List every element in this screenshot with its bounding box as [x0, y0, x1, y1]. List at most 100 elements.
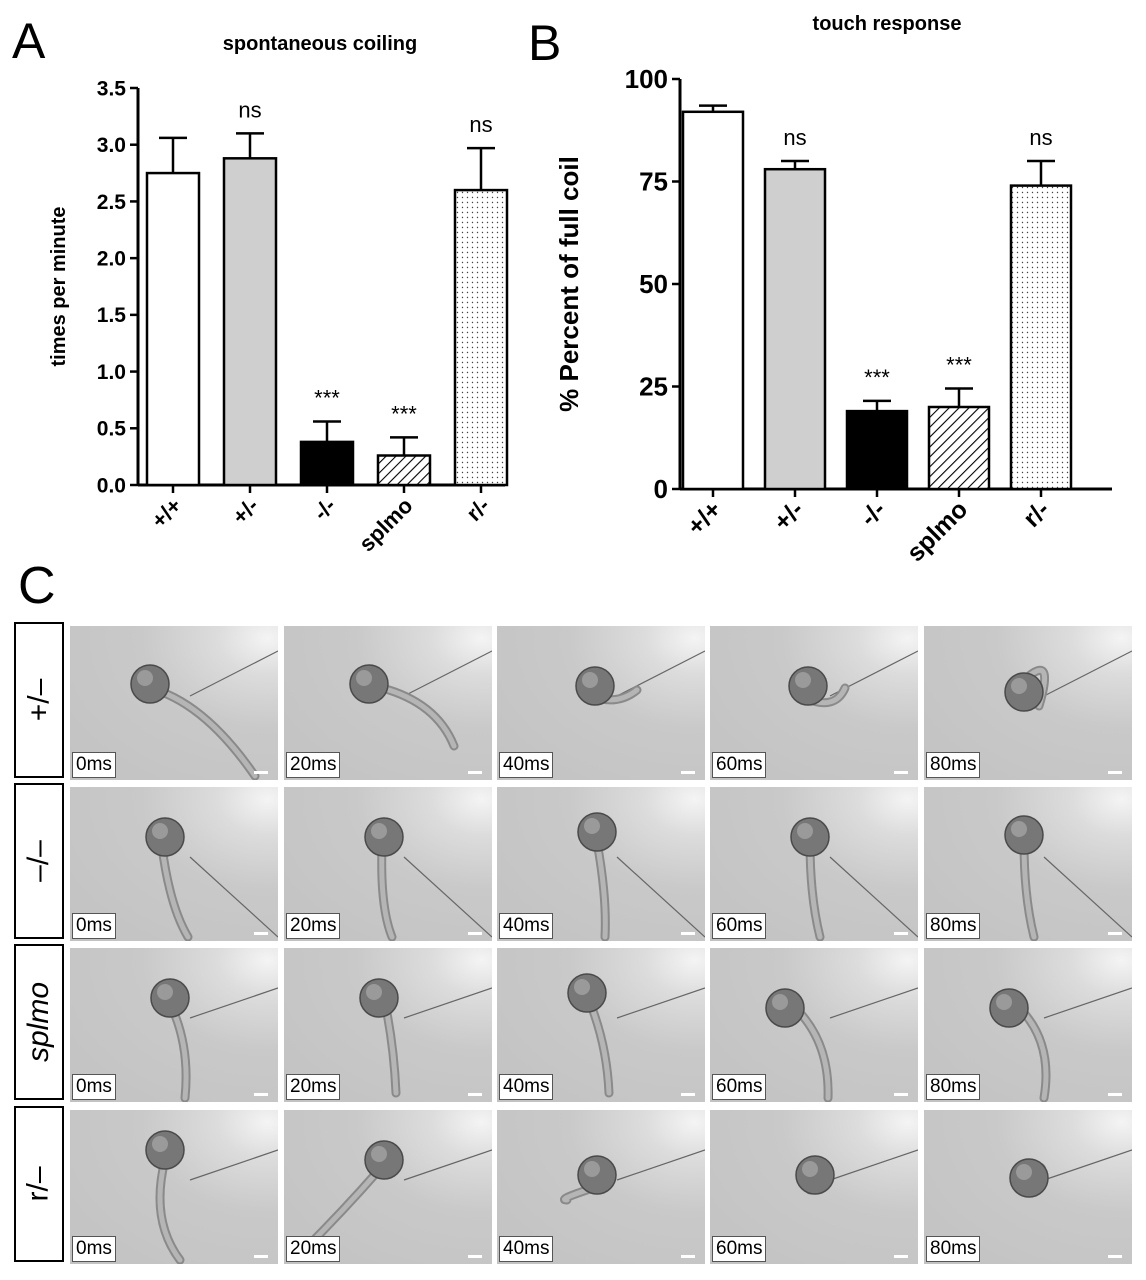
scale-bar — [1108, 932, 1122, 935]
embryo-frame: 0ms — [70, 1110, 278, 1264]
row-label: r/– — [21, 1166, 55, 1202]
bar — [145, 171, 201, 487]
embryo-frame: 20ms — [284, 948, 492, 1102]
time-label: 20ms — [286, 1236, 341, 1262]
scale-bar — [254, 771, 268, 774]
scale-bar — [894, 932, 908, 935]
y-tick-label: 2.0 — [97, 247, 126, 270]
time-label: 0ms — [72, 752, 116, 778]
embryo-frame: 20ms — [284, 1110, 492, 1264]
panel-letter: B — [528, 15, 561, 71]
time-label: 40ms — [499, 752, 554, 778]
time-label: 80ms — [926, 1236, 981, 1262]
embryo-frame: 0ms — [70, 626, 278, 780]
row-label-box: –/– — [14, 783, 64, 939]
embryo-image — [145, 1130, 278, 1264]
y-tick-label: 50 — [639, 269, 668, 299]
y-tick-label: 3.5 — [97, 77, 127, 100]
scale-bar — [254, 1255, 268, 1258]
significance-label: ns — [238, 97, 261, 122]
embryo-image — [1009, 1149, 1132, 1198]
time-label: 40ms — [499, 1074, 554, 1100]
scale-bar — [681, 1093, 695, 1096]
embryo-image — [788, 650, 918, 708]
bar — [927, 405, 991, 491]
scale-bar — [894, 1093, 908, 1096]
embryo-frame: 60ms — [710, 626, 918, 780]
y-axis-label: times per minute — [48, 206, 70, 366]
bar — [299, 440, 355, 487]
time-label: 60ms — [712, 913, 767, 939]
y-tick-label: 1.0 — [97, 361, 126, 384]
scale-bar — [254, 1093, 268, 1096]
row-label-box: splmo — [14, 944, 64, 1100]
embryo-image — [575, 650, 705, 706]
embryo-image — [790, 817, 918, 941]
scale-bar — [1108, 1255, 1122, 1258]
scale-bar — [1108, 1093, 1122, 1096]
significance-label: ns — [469, 112, 492, 137]
time-label: 0ms — [72, 1236, 116, 1262]
scale-bar — [681, 932, 695, 935]
time-label: 20ms — [286, 752, 341, 778]
y-tick-label: 0 — [654, 474, 668, 504]
category-label: -/- — [308, 493, 340, 525]
bar — [681, 110, 745, 491]
y-tick-label: 0.0 — [97, 474, 126, 497]
embryo-image — [795, 1149, 918, 1195]
category-label: +/+ — [682, 495, 727, 540]
time-label: 60ms — [712, 1074, 767, 1100]
significance-label: *** — [314, 385, 340, 410]
category-label: +/+ — [146, 493, 186, 533]
embryo-frame: 0ms — [70, 948, 278, 1102]
y-tick-label: 1.5 — [97, 304, 127, 327]
time-label: 80ms — [926, 752, 981, 778]
bar — [376, 454, 432, 487]
embryo-image — [765, 987, 918, 1102]
bar — [222, 157, 278, 487]
embryo-image — [577, 812, 705, 941]
y-tick-label: 75 — [639, 167, 668, 197]
embryo-image — [130, 650, 278, 780]
embryo-image — [145, 817, 278, 941]
y-tick-label: 2.5 — [97, 191, 127, 214]
embryo-image — [359, 978, 492, 1098]
embryo-image — [349, 650, 492, 751]
embryo-frame: 80ms — [924, 948, 1132, 1102]
time-label: 60ms — [712, 1236, 767, 1262]
embryo-image — [560, 1149, 705, 1205]
embryo-frame: 40ms — [497, 1110, 705, 1264]
embryo-frame: 20ms — [284, 787, 492, 941]
category-label: r/- — [1018, 495, 1055, 532]
panel-c-letter: C — [18, 557, 56, 615]
significance-label: *** — [864, 365, 890, 390]
y-tick-label: 25 — [639, 372, 668, 402]
significance-label: ns — [1029, 125, 1052, 150]
bar — [1009, 184, 1073, 491]
embryo-frame: 80ms — [924, 1110, 1132, 1264]
embryo-frame: 40ms — [497, 948, 705, 1102]
embryo-image — [1004, 815, 1132, 941]
significance-label: *** — [946, 353, 972, 378]
significance-label: ns — [783, 125, 806, 150]
panel-letter: A — [12, 13, 46, 69]
bar — [763, 167, 827, 491]
category-label: splmo — [354, 493, 417, 556]
time-label: 60ms — [712, 752, 767, 778]
embryo-image — [150, 978, 278, 1102]
y-tick-label: 0.5 — [97, 418, 127, 441]
time-label: 20ms — [286, 1074, 341, 1100]
scale-bar — [468, 1255, 482, 1258]
embryo-frame: 60ms — [710, 948, 918, 1102]
embryo-image — [364, 817, 492, 941]
row-label-box: r/– — [14, 1106, 64, 1262]
embryo-frame: 60ms — [710, 787, 918, 941]
scale-bar — [894, 771, 908, 774]
scale-bar — [468, 932, 482, 935]
significance-label: *** — [391, 401, 417, 426]
scale-bar — [681, 771, 695, 774]
scale-bar — [254, 932, 268, 935]
